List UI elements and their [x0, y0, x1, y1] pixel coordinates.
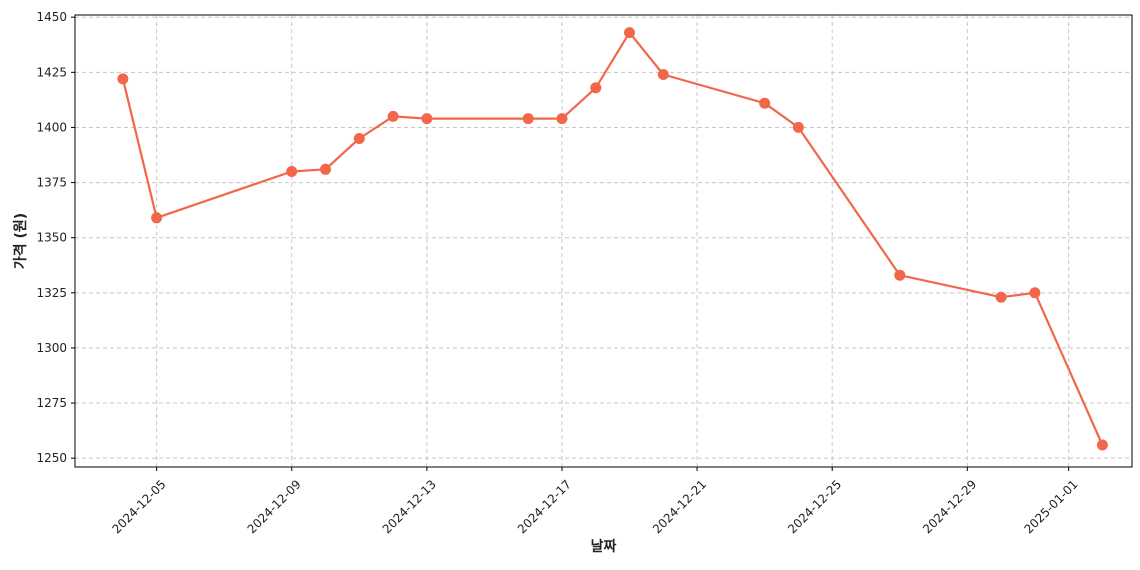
plot-frame: [74, 14, 1133, 468]
data-point: [590, 82, 602, 94]
x-tick-label: 2024-12-29: [920, 477, 979, 536]
data-point: [759, 97, 771, 109]
y-tick-label: 1425: [36, 65, 67, 79]
y-tick-label: 1400: [36, 120, 67, 134]
data-point: [353, 133, 365, 144]
data-point: [151, 212, 163, 224]
x-tick-label: 2024-12-21: [650, 477, 709, 536]
data-point: [657, 69, 669, 80]
grid: [75, 15, 1132, 467]
y-tick-label: 1275: [36, 396, 67, 410]
x-axis: 2024-12-05 2024-12-09 2024-12-13 2024-12-17…: [109, 467, 1081, 536]
y-tick-label: 1350: [36, 231, 67, 245]
series-line: [121, 31, 1104, 446]
y-tick-label: 1375: [36, 176, 67, 190]
data-point: [320, 163, 331, 175]
data-point: [421, 113, 433, 125]
y-tick-label: 1325: [36, 286, 67, 300]
data-point: [387, 110, 399, 122]
data-point: [286, 166, 298, 177]
data-point: [792, 121, 804, 133]
data-point: [894, 269, 906, 281]
x-tick-label: 2024-12-25: [785, 477, 844, 536]
x-axis-title: 날짜: [591, 539, 617, 555]
y-axis: 1250 1275 1300 1325 1350 1375 1400 1425 1450: [36, 10, 75, 465]
data-point: [995, 291, 1007, 303]
x-tick-label: 2024-12-05: [109, 477, 168, 536]
data-point: [1096, 439, 1108, 451]
data-point: [522, 113, 534, 125]
data-point: [117, 73, 129, 85]
data-point: [556, 113, 568, 125]
x-tick-label: 2024-12-09: [245, 477, 304, 536]
x-tick-label: 2024-12-13: [380, 477, 439, 536]
x-tick-label: 2025-01-01: [1022, 477, 1081, 536]
data-point: [1029, 287, 1041, 299]
x-tick-label: 2024-12-17: [515, 477, 574, 536]
y-tick-label: 1450: [36, 10, 67, 24]
y-axis-title: 가격 (원): [12, 213, 29, 269]
y-tick-label: 1250: [36, 451, 67, 465]
data-point: [624, 27, 635, 39]
series: [117, 27, 1108, 451]
y-tick-label: 1300: [36, 341, 67, 355]
